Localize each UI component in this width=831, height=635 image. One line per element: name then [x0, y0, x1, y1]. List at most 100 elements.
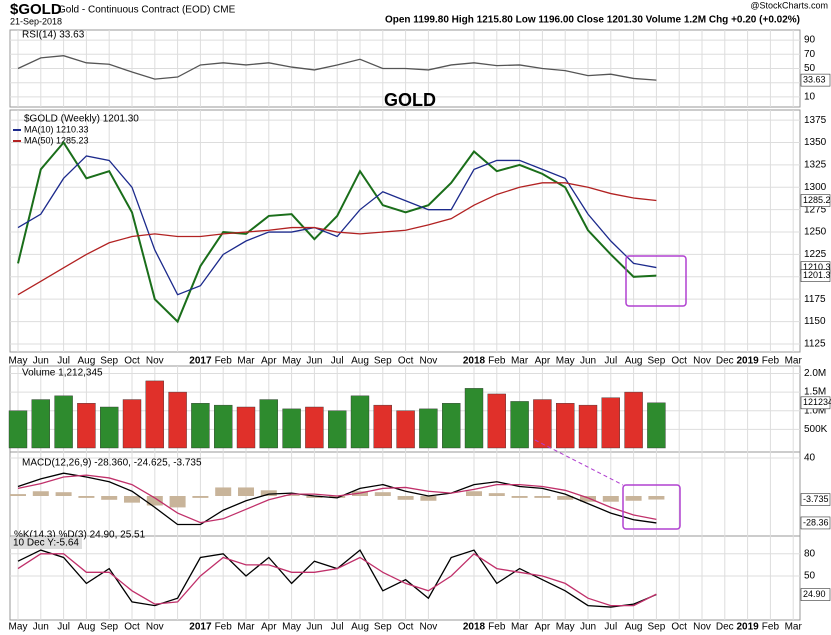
- panel-legend: MACD(12,26,9) -28.360, -24.625, -3.735: [22, 458, 202, 469]
- y-tick-label: 90: [804, 35, 816, 46]
- x-tick-label: Dec: [716, 356, 734, 367]
- plots: May May Jun Jun Jul Jul Aug Aug Sep Sep Oct Oct Nov N…: [9, 30, 831, 633]
- x-tick-label: 2017: [189, 622, 212, 633]
- value-tag: [800, 269, 831, 282]
- volume-bar: [259, 399, 278, 449]
- panel-legend: $GOLD (Weekly) 1201.30: [24, 114, 139, 125]
- volume-bar: [282, 408, 301, 449]
- x-tick-label: Jun: [580, 356, 596, 367]
- x-tick-label: Feb: [215, 356, 233, 367]
- histogram-bar: [466, 491, 482, 496]
- y-tick-label: 1275: [804, 204, 827, 215]
- x-tick-label: Jun: [580, 622, 596, 633]
- panel-frame: [9, 535, 801, 621]
- y-tick-label: 1.5M: [804, 387, 826, 398]
- histogram-bar: [124, 496, 140, 503]
- y-tick-label: 50: [804, 63, 816, 74]
- value-tag-label: 1210.3: [803, 262, 831, 272]
- highlight-box: [625, 255, 687, 307]
- volume-bar: [601, 397, 620, 449]
- x-tick-label: 2018: [463, 622, 486, 633]
- x-tick-label: Sep: [648, 622, 666, 633]
- series-line: [17, 182, 657, 296]
- y-tick-label: 1350: [804, 137, 827, 148]
- histogram-bar: [32, 491, 49, 496]
- volume-bar: [213, 404, 233, 449]
- x-tick-label: Mar: [511, 356, 529, 367]
- x-tick-label: 2019: [736, 356, 759, 367]
- x-tick-label: Sep: [648, 356, 666, 367]
- histogram-bar: [146, 496, 163, 506]
- x-tick-label: Nov: [693, 622, 711, 633]
- value-tag: [800, 396, 831, 410]
- x-tick-label: Jul: [331, 622, 344, 633]
- x-tick-label: Nov: [693, 356, 711, 367]
- instrument-name: Gold - Continuous Contract (EOD) CME: [58, 5, 236, 16]
- volume-bar: [510, 401, 529, 449]
- x-tick-label: Jun: [306, 356, 322, 367]
- value-tag-label: 1285.23: [803, 195, 831, 205]
- x-tick-label: Jun: [33, 622, 49, 633]
- value-tag-label: 33.63: [803, 74, 826, 84]
- y-tick-label: 1300: [804, 182, 827, 193]
- volume-bar: [191, 403, 210, 449]
- x-tick-label: Nov: [146, 622, 164, 633]
- y-tick-label: 1375: [804, 115, 827, 126]
- x-tick-label: Oct: [124, 356, 140, 367]
- x-tick-label: Jul: [57, 356, 70, 367]
- y-tick-label: 40: [804, 453, 816, 464]
- x-tick-label: Oct: [671, 356, 687, 367]
- volume-bar: [8, 410, 28, 449]
- legend-entry: MA(10) 1210.33: [24, 124, 89, 134]
- y-tick-label: 70: [804, 49, 816, 60]
- value-tag: [800, 588, 831, 601]
- histogram-bar: [260, 490, 277, 496]
- y-tick-label: 1250: [804, 227, 827, 238]
- histogram-bar: [169, 496, 186, 508]
- histogram-bar: [215, 487, 232, 496]
- histogram-bar: [534, 496, 551, 498]
- volume-bar: [464, 388, 484, 449]
- x-tick-label: Sep: [374, 622, 392, 633]
- volume-bar: [328, 410, 347, 449]
- y-tick-label: 1225: [804, 249, 827, 260]
- volume-bar: [624, 391, 643, 449]
- histogram-bar: [374, 492, 391, 496]
- y-tick-label: 50: [804, 571, 816, 582]
- y-tick-label: 1.0M: [804, 405, 826, 416]
- date: 21-Sep-2018: [10, 16, 62, 26]
- x-tick-label: Nov: [420, 356, 438, 367]
- volume-bar: [99, 406, 119, 449]
- volume-bar: [122, 399, 142, 449]
- x-tick-label: Aug: [351, 622, 369, 633]
- panel-frame: [9, 109, 801, 353]
- volume-bar: [442, 403, 461, 449]
- histogram-bar: [557, 496, 574, 500]
- x-tick-label: Nov: [420, 622, 438, 633]
- x-tick-label: Jul: [604, 622, 617, 633]
- x-tick-label: Nov: [146, 356, 164, 367]
- histogram-bar: [488, 493, 505, 496]
- value-tag-label: -3.735: [803, 494, 829, 504]
- x-tick-label: Aug: [78, 356, 96, 367]
- value-tag-label: -28.36: [803, 517, 829, 527]
- x-tick-label: Mar: [785, 622, 803, 633]
- x-tick-label: Mar: [237, 622, 255, 633]
- x-tick-label: Mar: [785, 356, 803, 367]
- volume-bar: [373, 404, 392, 449]
- volume-bar: [556, 403, 575, 449]
- credit: @StockCharts.com: [750, 0, 828, 10]
- histogram-bar: [602, 496, 619, 502]
- series-line: [17, 55, 657, 81]
- histogram-bar: [283, 495, 300, 496]
- x-tick-label: Dec: [716, 622, 734, 633]
- x-tick-label: 2018: [463, 356, 486, 367]
- dashed-connector: [534, 439, 624, 486]
- y-tick-label: 2.0M: [804, 368, 826, 379]
- series-line: [17, 140, 657, 324]
- x-tick-label: Apr: [535, 356, 551, 367]
- x-tick-label: Oct: [671, 622, 687, 633]
- histogram-bar: [101, 496, 118, 500]
- x-tick-label: May: [556, 622, 575, 633]
- y-tick-label: 1175: [804, 294, 826, 305]
